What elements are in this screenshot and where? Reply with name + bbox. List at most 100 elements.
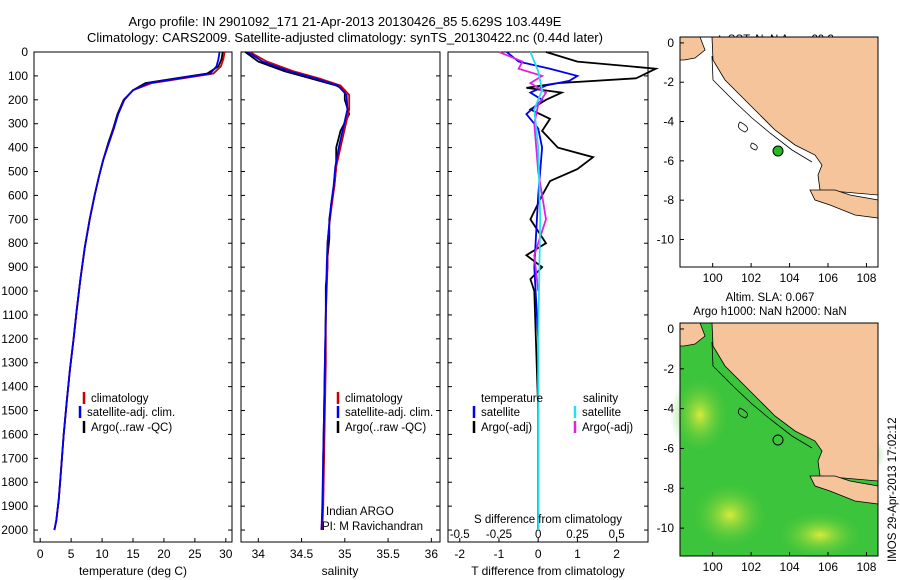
depth-tick-label: 1700 <box>1 451 28 465</box>
depth-tick-label: 1900 <box>1 499 28 513</box>
island-outline <box>750 142 758 151</box>
depth-tick-label: 1100 <box>2 308 28 322</box>
x-tick-label: 36 <box>425 547 439 561</box>
legend-label-sal-argo: Argo(-adj) <box>582 422 633 434</box>
depth-tick-label: 800 <box>8 236 28 250</box>
series-climatology-line <box>249 51 351 531</box>
map-top-axes: 100 102 104 106 108 0 -2 -4 -6 -8 -10 <box>657 36 877 285</box>
series-argo-line <box>524 51 660 530</box>
x-tick-label: 1 <box>574 547 581 561</box>
x-tick-label: 20 <box>157 547 171 561</box>
lon-tick-label: 106 <box>818 271 838 285</box>
x-tick-label: 30 <box>219 547 233 561</box>
legend-label-temp-satellite: satellite <box>481 407 520 419</box>
x-tick-label: 0 <box>535 547 542 561</box>
argo-float-marker <box>772 434 784 446</box>
legend-title-temperature: temperature <box>481 393 543 405</box>
lat-tick-label: 0 <box>667 36 674 50</box>
difference-panel <box>447 51 649 543</box>
x-tick-label: -2 <box>454 547 465 561</box>
x-tick-label: -1 <box>494 547 505 561</box>
depth-tick-label: 1800 <box>1 475 28 489</box>
legend-label-argo: Argo(..raw -QC) <box>345 422 426 434</box>
depth-tick-label: 1400 <box>1 380 28 394</box>
depth-tick-label: 700 <box>8 212 28 226</box>
lat-tick-label: -8 <box>663 193 674 207</box>
shelf-contour <box>711 55 813 163</box>
depth-tick-label: 1500 <box>1 404 28 418</box>
series-satellite-line <box>506 51 580 530</box>
lon-tick-label: 104 <box>780 271 800 285</box>
sla-high-patch <box>670 375 730 455</box>
map-bottom-title-1: Altim. SLA: 0.067 <box>726 292 815 304</box>
x-tick-label: 0 <box>37 547 44 561</box>
map-top-frame <box>679 36 879 268</box>
series-salinity_satellite-line <box>529 51 544 530</box>
lat-tick-label: -6 <box>663 441 674 455</box>
s-tick-label: 0.5 <box>609 529 625 541</box>
title-line-2: Climatology: CARS2009. Satellite-adjuste… <box>87 30 603 45</box>
map-bottom-frame <box>679 322 879 557</box>
map-top: 100 102 104 106 108 0 -2 -4 -6 -8 -10 <box>657 36 879 285</box>
temperature-legend: climatology satellite-adj. clim. Argo(..… <box>78 392 175 434</box>
difference-legend: temperature salinity satellite Argo(-adj… <box>472 393 633 434</box>
x-tick-label: 2 <box>613 547 620 561</box>
legend-label-climatology: climatology <box>345 393 403 405</box>
series-satellite-line <box>53 51 221 531</box>
series-climatology-line <box>53 51 226 531</box>
depth-tick-label: 2000 <box>1 523 28 537</box>
s-tick-label: 0 <box>535 529 541 541</box>
depth-tick-label: 1300 <box>1 356 28 370</box>
title-line-1: Argo profile: IN 2901092_171 21-Apr-2013… <box>129 14 562 29</box>
credit-indian-argo: Indian ARGO <box>326 506 394 518</box>
lon-tick-label: 100 <box>703 560 723 574</box>
s-tick-label: -0.5 <box>450 529 470 541</box>
legend-title-salinity: salinity <box>583 393 618 405</box>
x-tick-label: 35.5 <box>376 547 400 561</box>
x-tick-label: 35 <box>338 547 352 561</box>
s-tick-label: 0.25 <box>566 529 588 541</box>
credit-pi: PI: M Ravichandran <box>322 521 423 533</box>
temperature-xlabel: temperature (deg C) <box>79 564 187 578</box>
lat-tick-label: -10 <box>657 232 675 246</box>
series-argo-line <box>244 51 351 531</box>
series-satellite-line <box>247 51 349 531</box>
sumatra-landmass <box>680 36 879 196</box>
argo-float-marker <box>772 145 784 157</box>
sla-high-patch <box>690 480 770 550</box>
legend-label-satellite: satellite-adj. clim. <box>345 407 433 419</box>
s-tick-label: -0.25 <box>486 529 512 541</box>
legend-label-climatology: climatology <box>91 393 149 405</box>
lat-tick-label: -2 <box>663 75 674 89</box>
lon-tick-label: 102 <box>741 560 761 574</box>
depth-tick-label: 600 <box>8 188 28 202</box>
difference-xlabel-top: S difference from climatology <box>474 514 622 526</box>
series-salinity_argo-line <box>498 51 548 292</box>
x-tick-label: 5 <box>68 547 75 561</box>
shelf-contour <box>711 341 813 449</box>
lon-tick-label: 108 <box>856 271 876 285</box>
depth-tick-label: 200 <box>8 93 28 107</box>
imos-credit-text: IMOS 29-Apr-2013 17:02:12 <box>887 418 899 562</box>
lon-tick-label: 104 <box>780 560 800 574</box>
salinity-xlabel: salinity <box>322 564 359 578</box>
difference-plot: -2 -1 0 1 2 -0.5 -0.25 0 0.25 0.5 <box>450 51 660 561</box>
x-tick-label: 34 <box>252 547 266 561</box>
lon-tick-label: 108 <box>856 560 876 574</box>
lat-tick-label: -8 <box>663 481 674 495</box>
depth-tick-label: 1000 <box>1 284 28 298</box>
lon-tick-label: 100 <box>703 271 723 285</box>
depth-tick-label: 0 <box>21 45 28 59</box>
sla-high-patch <box>775 510 865 560</box>
depth-tick-label: 500 <box>8 165 28 179</box>
difference-xlabel: T difference from climatology <box>471 564 625 578</box>
depth-axis: 0 100 200 300 400 500 600 700 800 900 1000 1100 1200… <box>1 45 648 537</box>
lon-tick-label: 106 <box>818 560 838 574</box>
depth-tick-label: 300 <box>8 117 28 131</box>
salinity-panel <box>240 51 441 543</box>
sumatra-landmass <box>680 322 879 482</box>
legend-label-temp-argo: Argo(-adj) <box>481 422 532 434</box>
temperature-plot: 0 5 10 15 20 25 30 <box>37 51 233 561</box>
temperature-panel <box>33 51 233 543</box>
